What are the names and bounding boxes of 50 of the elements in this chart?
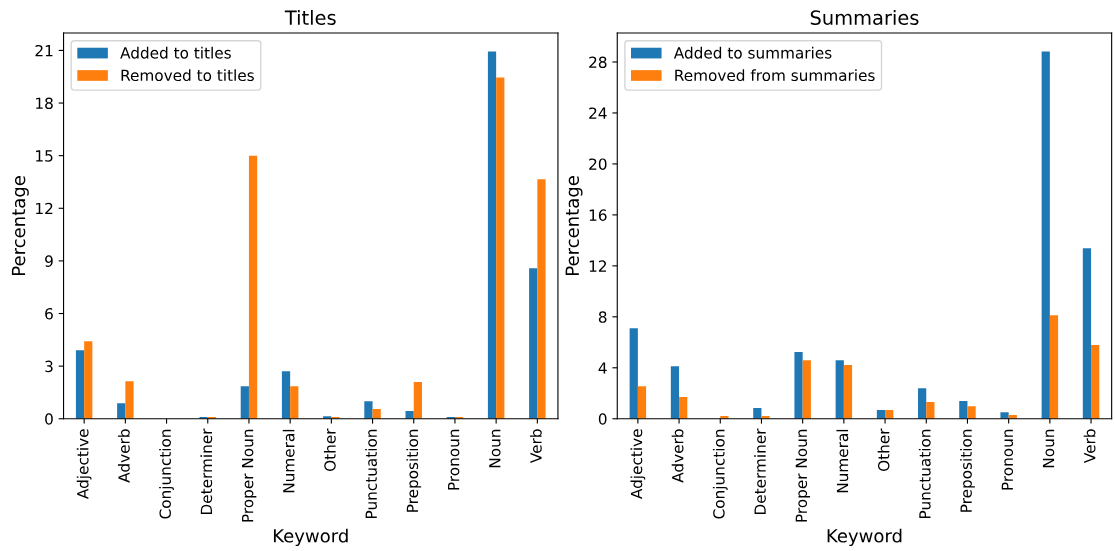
y-tick-label: 6: [45, 307, 53, 320]
y-tick-label: 0: [598, 413, 607, 425]
x-tick-label: Adverb: [117, 429, 130, 483]
y-tick-label: 18: [36, 97, 53, 110]
legend-label: Added to titles: [120, 46, 231, 59]
y-tick-label: 8: [598, 311, 607, 323]
y-tick-label: 24: [589, 107, 607, 119]
y-tick-label: 15: [36, 150, 53, 162]
y-tick-label: 9: [45, 255, 53, 267]
y-tick-label: 20: [589, 158, 607, 170]
y-axis-title: Percentage: [11, 176, 29, 275]
y-tick-label: 12: [36, 202, 53, 215]
legend-label: Added to summaries: [673, 46, 832, 59]
x-tick-label: Proper Noun: [795, 429, 811, 522]
x-tick-label: Verb: [529, 429, 542, 464]
x-tick-label: Other: [323, 428, 336, 471]
x-tick-label: Pronoun: [448, 429, 460, 490]
legend-label: Removed to titles: [121, 69, 254, 82]
x-tick-label: Verb: [1083, 429, 1096, 464]
legend-label: Removed from summaries: [675, 69, 875, 82]
y-tick-label: 12: [589, 260, 607, 272]
y-tick-label: 4: [598, 362, 607, 374]
y-tick-label: 3: [45, 360, 53, 373]
x-tick-label: Noun: [489, 429, 501, 468]
x-tick-label: Numeral: [836, 429, 849, 493]
x-tick-label: Preposition: [960, 429, 975, 512]
chart-title: Summaries: [810, 9, 919, 25]
x-tick-label: Pronoun: [1001, 429, 1014, 490]
x-axis-title: Keyword: [273, 528, 348, 547]
chart-title: Titles: [284, 9, 336, 25]
y-tick-label: 28: [589, 56, 607, 69]
x-tick-label: Determiner: [200, 428, 213, 515]
x-tick-label: Punctuation: [918, 429, 931, 518]
y-tick-label: 16: [589, 209, 607, 221]
x-tick-label: Proper Noun: [242, 429, 257, 522]
y-tick-label: 21: [35, 44, 53, 57]
x-tick-label: Preposition: [406, 429, 422, 512]
x-tick-label: Conjunction: [712, 429, 728, 519]
y-axis-title: Percentage: [565, 176, 583, 275]
x-tick-label: Adjective: [630, 429, 646, 499]
x-axis-title: Keyword: [827, 528, 902, 547]
x-tick-label: Punctuation: [365, 429, 377, 518]
x-tick-label: Numeral: [282, 429, 295, 493]
y-tick-label: 0: [45, 413, 53, 425]
x-tick-label: Determiner: [754, 428, 766, 515]
x-tick-label: Adjective: [76, 429, 92, 499]
x-tick-label: Adverb: [671, 429, 684, 483]
x-tick-label: Noun: [1042, 429, 1055, 468]
x-tick-label: Other: [877, 428, 890, 471]
x-tick-label: Conjunction: [159, 429, 174, 519]
